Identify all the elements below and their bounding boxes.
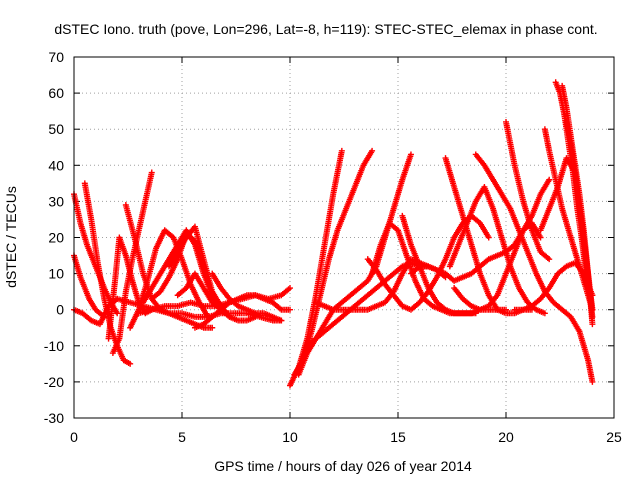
y-tick-label: 40 xyxy=(48,157,64,173)
x-tick-label: 25 xyxy=(606,429,622,445)
series-arc18 xyxy=(291,147,376,378)
data-point xyxy=(485,234,492,241)
data-point xyxy=(127,360,134,367)
data-point xyxy=(546,176,553,183)
y-tick-label: -30 xyxy=(44,410,64,426)
y-tick-label: 50 xyxy=(48,121,64,137)
data-point xyxy=(287,285,293,292)
x-tick-label: 20 xyxy=(498,429,514,445)
data-point xyxy=(148,169,155,176)
data-point xyxy=(589,378,596,385)
x-tick-label: 10 xyxy=(282,429,298,445)
chart-title: dSTEC Iono. truth (pove, Lon=296, Lat=-8… xyxy=(54,21,597,37)
series-arc13 xyxy=(166,223,233,320)
data-point xyxy=(537,234,544,241)
series-arc14 xyxy=(174,270,259,324)
x-tick-label: 15 xyxy=(390,429,406,445)
data-point xyxy=(407,151,414,158)
plot-frame xyxy=(73,56,615,419)
data-point xyxy=(589,313,596,320)
series-arc17 xyxy=(287,147,345,389)
series-arc36 xyxy=(563,118,596,320)
y-tick-label: 10 xyxy=(48,266,64,282)
y-tick-label: 60 xyxy=(48,85,64,101)
series-arc27 xyxy=(446,183,548,317)
data-point xyxy=(287,306,293,313)
data-point xyxy=(278,317,285,324)
series-arc24 xyxy=(399,212,509,317)
series-arc30 xyxy=(503,118,553,263)
data-point xyxy=(546,256,553,263)
data-point xyxy=(114,310,121,317)
y-tick-label: 70 xyxy=(48,49,64,65)
series-arc6 xyxy=(109,169,155,357)
data-point xyxy=(209,324,216,331)
data-point xyxy=(541,310,548,317)
series-arc16 xyxy=(209,270,285,324)
y-tick-label: -20 xyxy=(44,374,64,390)
x-tick-label: 5 xyxy=(178,429,186,445)
series-arc23 xyxy=(364,212,492,313)
y-tick-label: -10 xyxy=(44,338,64,354)
data-point xyxy=(338,147,345,154)
series-arc3 xyxy=(81,180,134,367)
y-tick-label: 0 xyxy=(56,302,64,318)
axes: -30 -20 -10 0 10 20 30 40 50 60 70 0 5 10 15 20 25 xyxy=(44,49,622,445)
y-tick-label: 30 xyxy=(48,193,64,209)
y-tick-label: 20 xyxy=(48,230,64,246)
data-series xyxy=(71,79,596,389)
y-axis-label: dSTEC / TECUs xyxy=(3,186,19,288)
data-point xyxy=(369,147,376,154)
x-axis-label: GPS time / hours of day 026 of year 2014 xyxy=(214,458,472,474)
series-arc29 xyxy=(472,151,596,385)
data-point xyxy=(589,321,596,328)
x-tick-label: 0 xyxy=(70,429,78,445)
